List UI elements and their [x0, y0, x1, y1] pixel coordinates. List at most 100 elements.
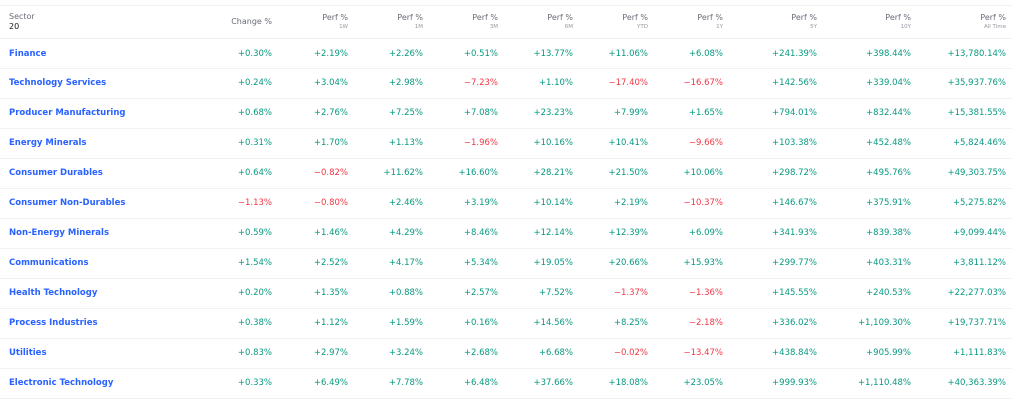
column-header-label: Perf %: [791, 12, 817, 22]
value-cell: +7.99%: [613, 108, 648, 118]
sector-cell: Energy Minerals: [0, 128, 200, 158]
value-cell: +2.19%: [613, 198, 648, 208]
column-header-perf-ytd[interactable]: Perf % YTD: [579, 6, 654, 38]
table-row[interactable]: Process Industries +0.38% +1.12% +1.59% +0.1…: [0, 308, 1012, 338]
table-row[interactable]: Utilities +0.83% +2.97% +3.24% +2.68% +6.68% −…: [0, 338, 1012, 368]
value-cell: +3,811.12%: [952, 258, 1006, 268]
column-header-label: Perf %: [622, 12, 648, 22]
value-cell: +6.09%: [688, 228, 723, 238]
value-cell: +35,937.76%: [947, 78, 1006, 88]
table-row[interactable]: Health Technology +0.20% +1.35% +0.88% +2.57…: [0, 278, 1012, 308]
value-cell: +794.01%: [772, 108, 817, 118]
value-cell: +241.39%: [772, 48, 817, 59]
table-row[interactable]: Technology Services +0.24% +3.04% +2.98% −7.…: [0, 68, 1012, 98]
value-cell: +15.93%: [683, 258, 723, 268]
value-cell: +5.34%: [463, 258, 498, 268]
value-cell: +2.97%: [313, 348, 348, 358]
value-cell: +1.65%: [688, 108, 723, 118]
table-row[interactable]: Communications +1.54% +2.52% +4.17% +5.34% +1…: [0, 248, 1012, 278]
value-cell: +6.08%: [688, 48, 723, 59]
value-cell: +2.57%: [463, 288, 498, 298]
table-row[interactable]: Energy Minerals +0.31% +1.70% +1.13% −1.96% +…: [0, 128, 1012, 158]
sector-cell: Electronic Technology: [0, 368, 200, 398]
sector-cell: Consumer Durables: [0, 158, 200, 188]
value-cell: +0.88%: [388, 288, 423, 298]
value-cell: −1.13%: [237, 198, 272, 208]
column-header-perf-1y[interactable]: Perf % 1Y: [654, 6, 729, 38]
value-cell: +452.48%: [866, 138, 911, 148]
column-header-label: Perf %: [885, 12, 911, 22]
column-header-label: Perf %: [547, 12, 573, 22]
sector-link[interactable]: Finance: [9, 48, 47, 59]
table-row[interactable]: Non-Energy Minerals +0.59% +1.46% +4.29% +8.…: [0, 218, 1012, 248]
value-cell: +145.55%: [772, 288, 817, 298]
sector-header-label: Sector: [9, 11, 35, 21]
value-cell: −16.67%: [683, 78, 723, 88]
sector-link[interactable]: Technology Services: [9, 78, 107, 88]
column-header-period: 10Y: [900, 23, 911, 30]
value-cell: +0.38%: [237, 318, 272, 328]
sector-cell: Non-Energy Minerals: [0, 218, 200, 248]
value-cell: +23.05%: [683, 378, 723, 388]
column-header-perf-10y[interactable]: Perf % 10Y: [823, 6, 917, 38]
value-cell: +2.68%: [463, 348, 498, 358]
sector-link[interactable]: Health Technology: [9, 288, 98, 298]
sector-link[interactable]: Communications: [9, 258, 89, 268]
value-cell: +1,110.48%: [857, 378, 911, 388]
value-cell: +1.10%: [538, 78, 573, 88]
value-cell: +5,275.82%: [952, 198, 1006, 208]
column-header-period: YTD: [637, 23, 648, 30]
column-header-period: 1W: [339, 23, 348, 30]
value-cell: +1.12%: [313, 318, 348, 328]
value-cell: +21.50%: [608, 168, 648, 178]
value-cell: +0.16%: [463, 318, 498, 328]
column-header-perf-all-time[interactable]: Perf % All Time: [917, 6, 1012, 38]
table-row[interactable]: Producer Manufacturing +0.68% +2.76% +7.25%…: [0, 98, 1012, 128]
value-cell: −2.18%: [688, 318, 723, 328]
column-header-label: Change %: [231, 16, 272, 26]
sector-link[interactable]: Consumer Non-Durables: [9, 198, 126, 208]
value-cell: +0.64%: [237, 168, 272, 178]
column-header-period: 1M: [414, 23, 423, 30]
value-cell: +375.91%: [866, 198, 911, 208]
sector-link[interactable]: Non-Energy Minerals: [9, 228, 110, 238]
column-header-perf-3m[interactable]: Perf % 3M: [429, 6, 504, 38]
value-cell: +7.25%: [388, 108, 423, 118]
value-cell: +0.31%: [237, 138, 272, 148]
value-cell: +37.66%: [533, 378, 573, 388]
column-header-period: 3M: [489, 23, 498, 30]
column-header-change[interactable]: Change %: [200, 6, 278, 38]
value-cell: +10.16%: [533, 138, 573, 148]
sector-cell: Consumer Non-Durables: [0, 188, 200, 218]
sector-link[interactable]: Consumer Durables: [9, 168, 103, 178]
value-cell: −0.82%: [313, 168, 348, 178]
value-cell: +1.35%: [313, 288, 348, 298]
value-cell: +0.83%: [237, 348, 272, 358]
column-header-sector[interactable]: Sector 20: [0, 6, 200, 38]
sector-link[interactable]: Producer Manufacturing: [9, 108, 126, 118]
column-header-perf-1m[interactable]: Perf % 1M: [354, 6, 429, 38]
column-header-label: Perf %: [697, 12, 723, 22]
column-header-label: Perf %: [472, 12, 498, 22]
value-cell: +1.46%: [313, 228, 348, 238]
sector-link[interactable]: Energy Minerals: [9, 138, 87, 148]
column-header-perf-5y[interactable]: Perf % 5Y: [729, 6, 823, 38]
value-cell: +103.38%: [772, 138, 817, 148]
value-cell: +3.19%: [463, 198, 498, 208]
table-row[interactable]: Consumer Non-Durables −1.13% −0.80% +2.46% +…: [0, 188, 1012, 218]
table-row[interactable]: Consumer Durables +0.64% −0.82% +11.62% +16.…: [0, 158, 1012, 188]
column-header-period: 6M: [564, 23, 573, 30]
sector-link[interactable]: Utilities: [9, 348, 47, 358]
column-header-perf-6m[interactable]: Perf % 6M: [504, 6, 579, 38]
sector-link[interactable]: Process Industries: [9, 318, 98, 328]
sector-link[interactable]: Electronic Technology: [9, 378, 114, 388]
value-cell: +1.70%: [313, 138, 348, 148]
value-cell: +0.24%: [237, 78, 272, 88]
value-cell: +495.76%: [866, 168, 911, 178]
table-row[interactable]: Electronic Technology +0.33% +6.49% +7.78% +…: [0, 368, 1012, 398]
column-header-perf-1w[interactable]: Perf % 1W: [278, 6, 354, 38]
table-row[interactable]: Finance +0.30% +2.19% +2.26% +0.51% +13.77% +1…: [0, 38, 1012, 68]
value-cell: +19,737.71%: [947, 318, 1006, 328]
value-cell: +10.14%: [533, 198, 573, 208]
